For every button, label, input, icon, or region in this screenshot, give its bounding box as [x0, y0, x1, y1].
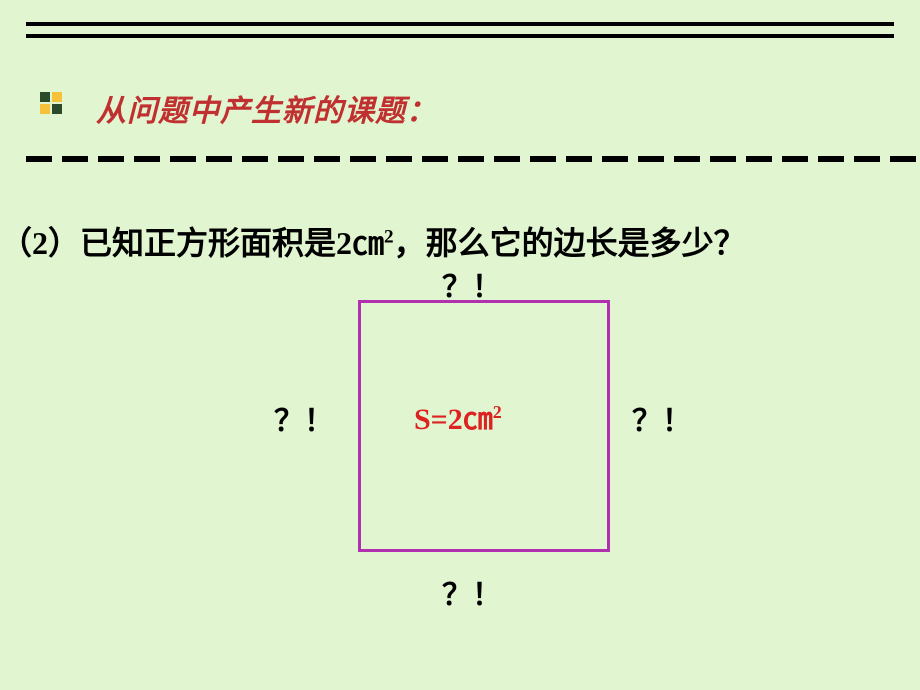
q-unit-sup: 2 [384, 226, 394, 247]
slide-title: 从问题中产生新的课题： [96, 86, 437, 130]
bullet-icon [40, 92, 62, 114]
q-unit-base: ㎝ [352, 225, 384, 261]
header-rule-1 [26, 22, 894, 26]
bullet-sq-bl [40, 104, 50, 114]
question-text: （2）已知正方形面积是2㎝2，那么它的边长是多少？ [0, 218, 746, 264]
qmark-left: ？！ [274, 396, 334, 440]
bullet-sq-br [52, 104, 62, 114]
header-dash-rule [26, 156, 894, 162]
eq-lhs: S=2 [414, 403, 463, 436]
header-rule-2 [26, 34, 894, 38]
q-num: 2 [32, 225, 48, 261]
bullet-sq-tr [52, 92, 62, 102]
q-mid: ）已知正方形面积是 [48, 225, 336, 261]
q-value: 2 [336, 225, 352, 261]
eq-unit-base: ㎝ [463, 403, 493, 436]
slide: 从问题中产生新的课题： （2）已知正方形面积是2㎝2，那么它的边长是多少？ S=… [0, 0, 920, 690]
qmark-bottom: ？！ [442, 570, 502, 614]
area-equation: S=2㎝2 [414, 394, 502, 438]
q-suffix: ，那么它的边长是多少？ [394, 225, 746, 261]
qmark-top: ？！ [442, 262, 502, 306]
q-prefix: （ [0, 225, 32, 261]
bullet-sq-tl [40, 92, 50, 102]
eq-unit-sup: 2 [493, 402, 502, 422]
qmark-right: ？！ [632, 396, 692, 440]
